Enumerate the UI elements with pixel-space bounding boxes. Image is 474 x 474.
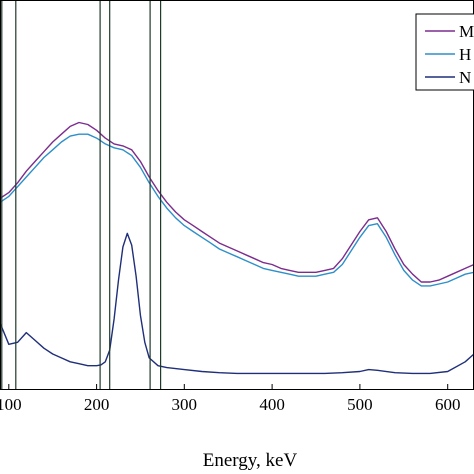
series-line-n — [0, 232, 474, 375]
x-tick-label-500: 500 — [347, 395, 373, 414]
legend-item-m: M — [425, 22, 474, 41]
x-axis-label: Energy, keV — [203, 450, 298, 471]
x-ticks-layer: 100 200 300 400 500 600 — [0, 384, 460, 414]
series-line-m — [0, 121, 474, 283]
legend-label-n: N — [459, 68, 471, 87]
axes-box — [0, 0, 474, 390]
legend-label-h: H — [459, 45, 471, 64]
legend: M H N — [415, 13, 474, 91]
x-tick-label-300: 300 — [172, 395, 198, 414]
series-line-h — [0, 133, 474, 287]
vertical-lines-layer — [1, 0, 162, 389]
series-layer — [0, 121, 474, 375]
x-tick-label-200: 200 — [84, 395, 110, 414]
legend-label-m: M — [459, 22, 474, 41]
x-tick-label-600: 600 — [435, 395, 461, 414]
x-tick-label-400: 400 — [259, 395, 285, 414]
x-tick-label-100: 100 — [0, 395, 22, 414]
legend-item-n: N — [425, 68, 471, 87]
legend-item-h: H — [425, 45, 471, 64]
